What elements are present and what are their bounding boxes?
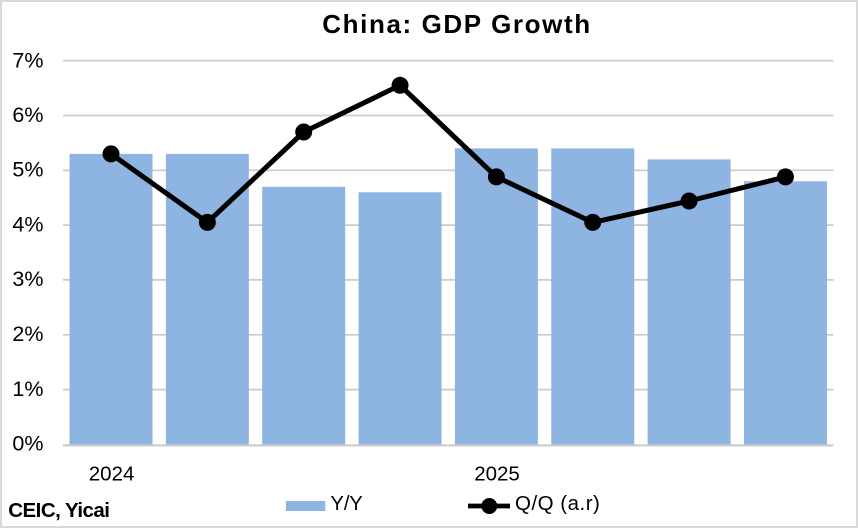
svg-text:4%: 4% bbox=[12, 212, 43, 236]
svg-text:0%: 0% bbox=[12, 432, 43, 456]
svg-text:1%: 1% bbox=[12, 377, 43, 401]
svg-text:Y/Y: Y/Y bbox=[331, 493, 363, 515]
svg-text:Q/Q (a.r): Q/Q (a.r) bbox=[515, 492, 600, 515]
svg-text:2025: 2025 bbox=[474, 463, 520, 486]
svg-text:CEIC, Yicai: CEIC, Yicai bbox=[8, 499, 109, 522]
svg-text:6%: 6% bbox=[12, 103, 43, 127]
svg-text:3%: 3% bbox=[12, 267, 43, 291]
svg-text:2024: 2024 bbox=[89, 463, 135, 486]
svg-text:5%: 5% bbox=[12, 158, 43, 182]
svg-text:China: GDP Growth: China: GDP Growth bbox=[322, 9, 591, 39]
svg-text:7%: 7% bbox=[12, 49, 43, 73]
svg-text:2%: 2% bbox=[12, 322, 43, 346]
